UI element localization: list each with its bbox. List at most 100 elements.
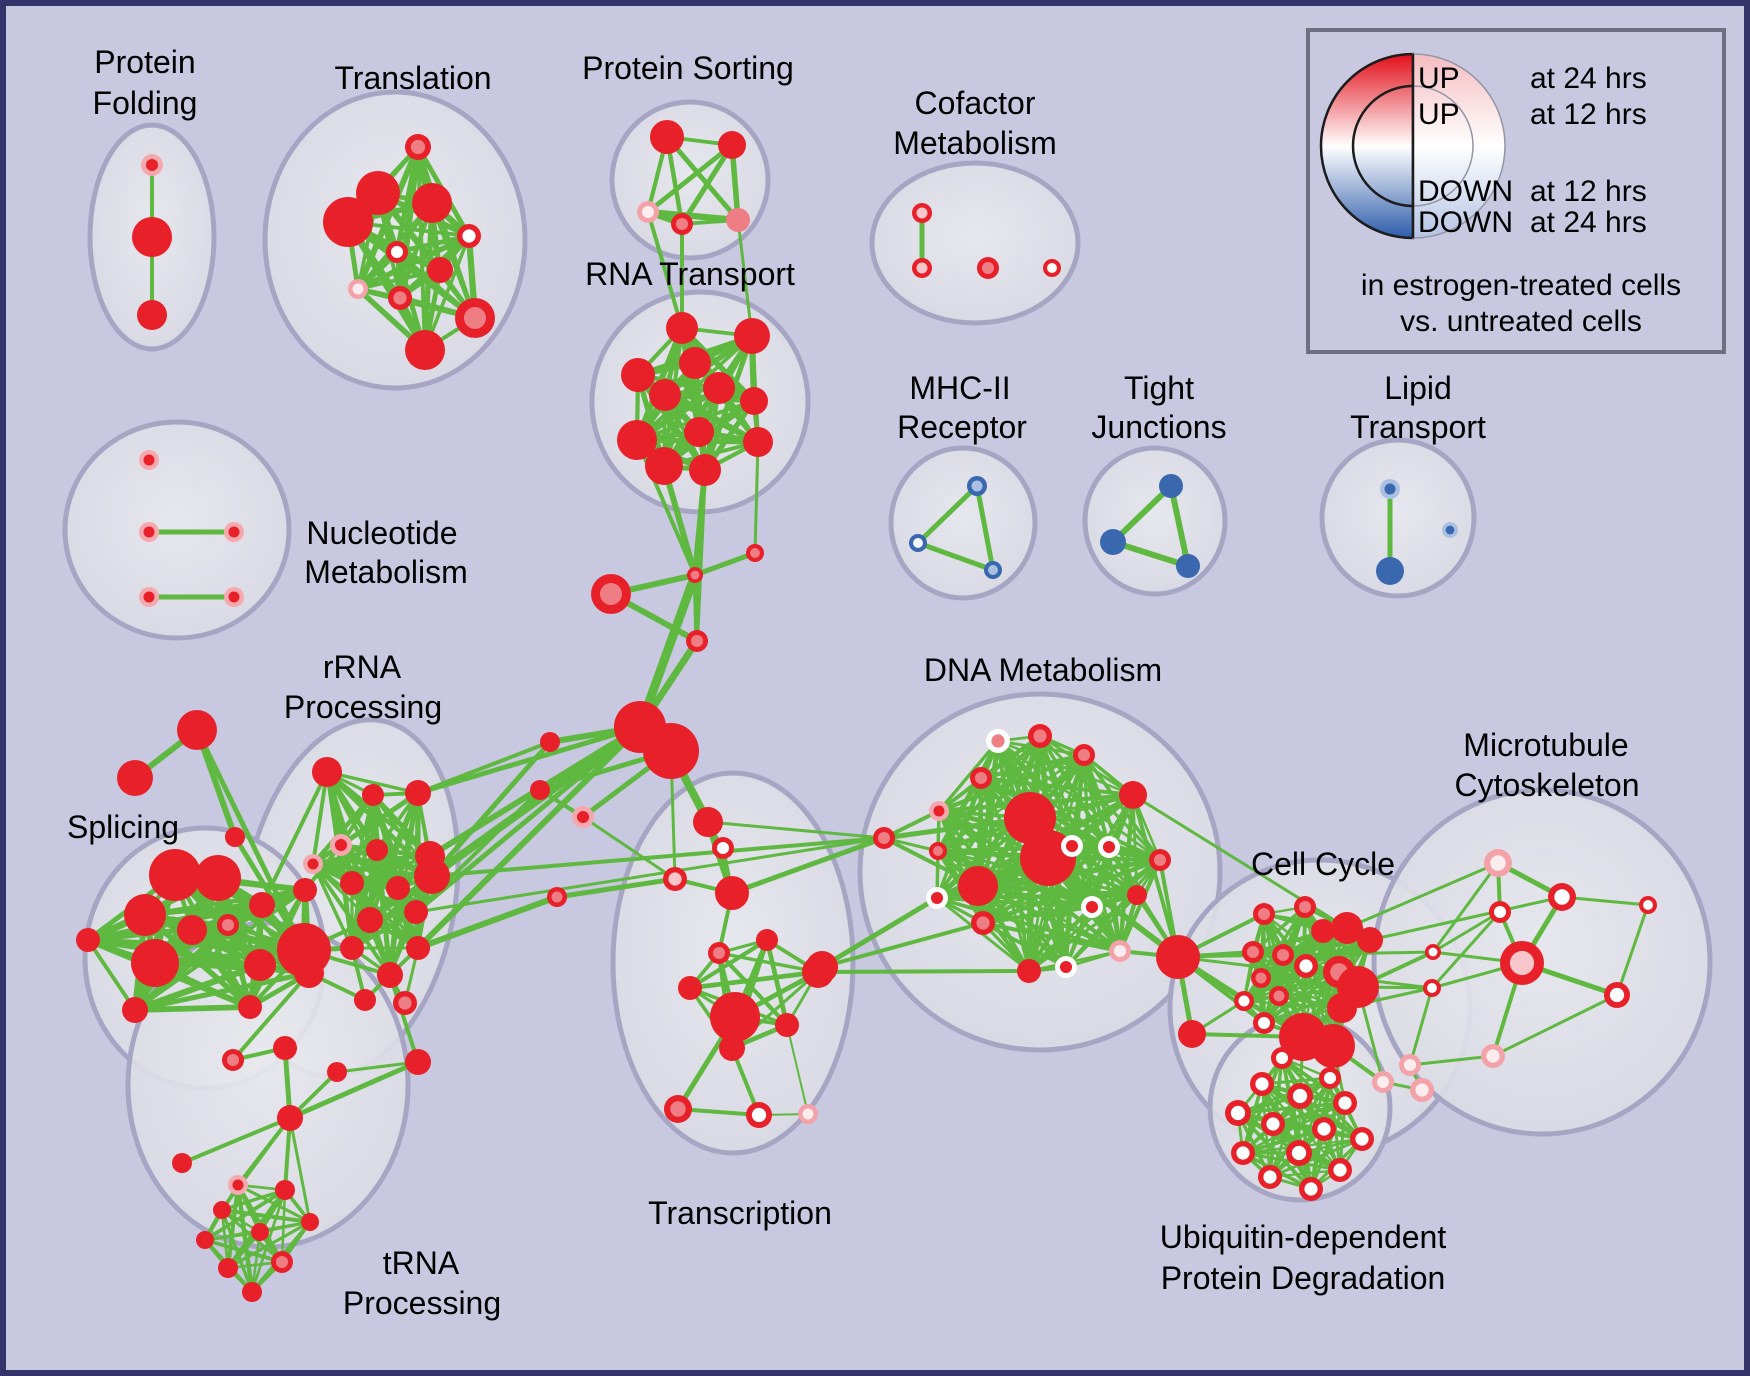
network-node-d11[interactable]: [1119, 781, 1147, 809]
network-node-ccg2[interactable]: [1311, 1024, 1355, 1068]
network-edge: [1241, 1127, 1326, 1155]
network-node-d20[interactable]: [806, 951, 838, 983]
network-node-tr11[interactable]: [775, 1013, 799, 1037]
network-node-sp4[interactable]: [177, 915, 207, 945]
network-edge: [581, 815, 677, 881]
network-node-r18[interactable]: [405, 1049, 431, 1075]
network-node-rt11[interactable]: [645, 447, 683, 485]
network-node-tn6[interactable]: [172, 1153, 192, 1173]
network-node-tr12[interactable]: [719, 1035, 745, 1061]
network-node-sp1[interactable]: [149, 849, 201, 901]
network-node-tn2[interactable]: [273, 1036, 297, 1060]
cluster-label-transcription-0: Transcription: [648, 1195, 832, 1231]
network-node-r15[interactable]: [377, 962, 403, 988]
network-node-r12[interactable]: [404, 900, 428, 924]
network-node-tj2[interactable]: [1100, 529, 1126, 555]
network-node-r2[interactable]: [362, 784, 384, 806]
network-node-core-ub4: [1230, 1105, 1246, 1121]
network-node-t11[interactable]: [405, 330, 445, 370]
network-node-d16[interactable]: [1017, 959, 1041, 983]
network-node-pf2[interactable]: [132, 217, 172, 257]
network-node-sp10[interactable]: [238, 995, 262, 1019]
network-node-sp7[interactable]: [249, 892, 275, 918]
network-node-rt2[interactable]: [734, 318, 770, 354]
network-node-tj1[interactable]: [1159, 474, 1183, 498]
network-node-tj3[interactable]: [1176, 554, 1200, 578]
network-node-cs6[interactable]: [530, 780, 550, 800]
network-node-t2[interactable]: [356, 171, 400, 215]
network-node-tn11[interactable]: [196, 1231, 214, 1249]
network-node-d23[interactable]: [1127, 885, 1147, 905]
network-node-core-pf1: [145, 158, 159, 172]
network-node-ps1[interactable]: [650, 120, 684, 154]
network-node-rt6[interactable]: [703, 372, 735, 404]
network-node-r3[interactable]: [405, 780, 431, 806]
network-node-r11[interactable]: [357, 907, 383, 933]
network-node-cs5[interactable]: [540, 732, 560, 752]
network-node-cc14[interactable]: [1327, 993, 1357, 1023]
network-node-tn5[interactable]: [277, 1105, 303, 1131]
network-edge: [1297, 1076, 1332, 1155]
network-node-tr10[interactable]: [710, 992, 760, 1042]
network-node-rt7[interactable]: [740, 387, 768, 415]
network-node-rt8[interactable]: [617, 420, 657, 460]
network-node-sp3[interactable]: [124, 894, 166, 936]
network-node-r1[interactable]: [312, 757, 342, 787]
network-node-sp9[interactable]: [293, 878, 317, 902]
network-node-cc3[interactable]: [1311, 919, 1335, 943]
network-node-tn13[interactable]: [218, 1258, 238, 1278]
network-node-b2[interactable]: [1178, 1020, 1206, 1048]
network-node-r8[interactable]: [414, 858, 450, 894]
network-node-rt9[interactable]: [684, 417, 714, 447]
network-node-sp2[interactable]: [195, 855, 241, 901]
network-node-r6[interactable]: [366, 839, 388, 861]
network-node-core-cs7: [576, 810, 590, 824]
network-node-rt1[interactable]: [666, 312, 698, 344]
network-node-rt12[interactable]: [689, 454, 721, 486]
network-node-s3[interactable]: [225, 827, 245, 847]
network-node-cc5[interactable]: [1357, 927, 1383, 953]
network-node-tn3[interactable]: [327, 1062, 347, 1082]
network-node-pf3[interactable]: [137, 300, 167, 330]
network-node-tr7[interactable]: [756, 929, 778, 951]
network-node-hub2[interactable]: [643, 723, 699, 779]
network-node-ps2[interactable]: [718, 131, 746, 159]
network-node-r16[interactable]: [354, 989, 376, 1011]
network-node-r13[interactable]: [340, 936, 364, 960]
network-node-sp12[interactable]: [76, 928, 100, 952]
network-edge: [132, 970, 312, 1013]
network-node-r10[interactable]: [386, 876, 410, 900]
network-edge: [980, 920, 1123, 954]
network-node-s1[interactable]: [177, 710, 217, 750]
network-node-rt4[interactable]: [679, 347, 711, 379]
network-node-rt10[interactable]: [743, 427, 773, 457]
network-node-cc4[interactable]: [1331, 912, 1363, 944]
network-node-tn15[interactable]: [242, 1282, 262, 1302]
network-node-s2[interactable]: [117, 760, 153, 796]
network-node-rt5[interactable]: [649, 379, 681, 411]
network-node-d10[interactable]: [958, 866, 998, 906]
network-node-sp5[interactable]: [131, 939, 179, 987]
network-node-tr9[interactable]: [678, 976, 702, 1000]
network-node-sph2[interactable]: [294, 958, 324, 988]
network-edge: [646, 210, 684, 330]
network-node-tn9[interactable]: [213, 1201, 231, 1219]
network-node-ps5[interactable]: [726, 208, 750, 232]
network-node-r14[interactable]: [406, 936, 430, 960]
network-node-sp11[interactable]: [122, 997, 148, 1023]
network-node-tr4[interactable]: [715, 876, 749, 910]
network-node-b1[interactable]: [1156, 935, 1200, 979]
network-node-sp8[interactable]: [244, 949, 276, 981]
network-node-t3[interactable]: [412, 183, 452, 223]
network-node-lt2[interactable]: [1376, 557, 1404, 585]
network-node-r9[interactable]: [340, 871, 364, 895]
network-edge: [1615, 903, 1650, 997]
network-edge: [1431, 861, 1500, 954]
network-node-tn8[interactable]: [275, 1180, 295, 1200]
network-node-rt3[interactable]: [621, 358, 655, 392]
network-node-tr1[interactable]: [693, 807, 723, 837]
network-node-t4[interactable]: [323, 197, 373, 247]
network-node-tn10[interactable]: [301, 1213, 319, 1231]
network-node-tn12[interactable]: [251, 1223, 269, 1241]
network-node-t7[interactable]: [427, 257, 453, 283]
